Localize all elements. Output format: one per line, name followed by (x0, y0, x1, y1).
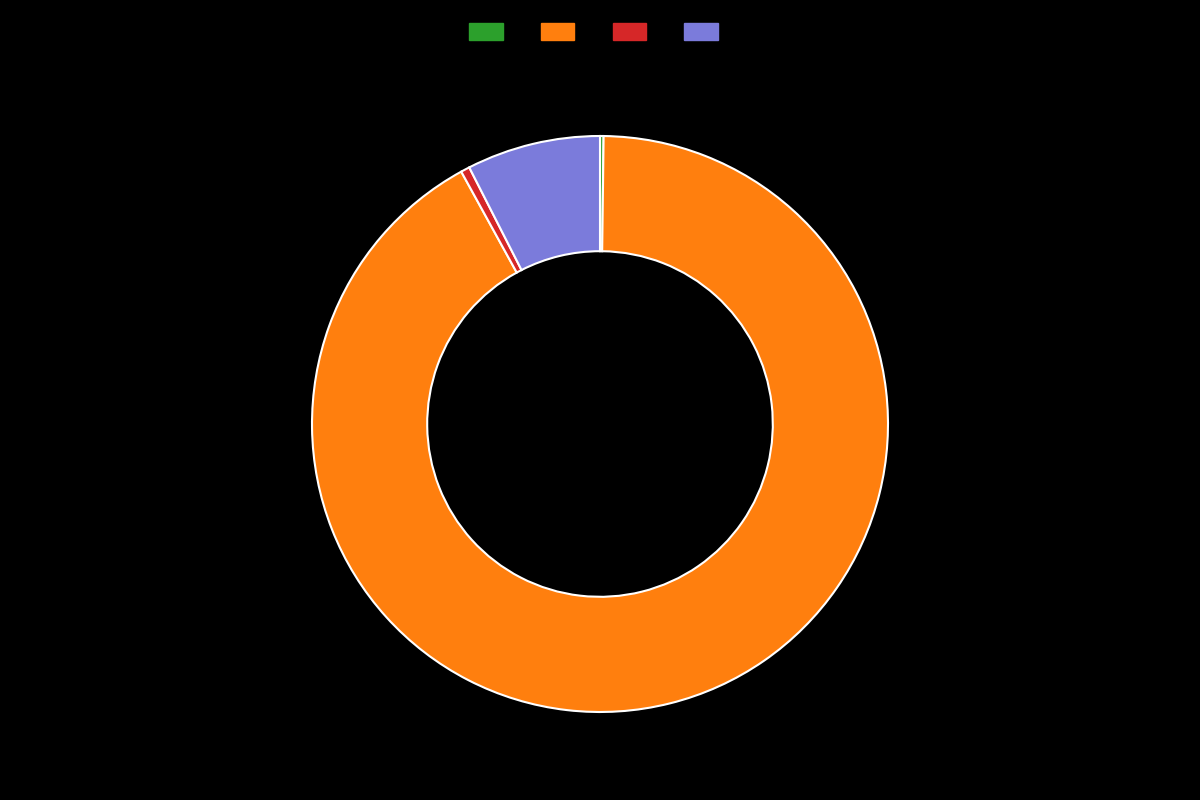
Wedge shape (461, 167, 522, 273)
Wedge shape (469, 136, 600, 270)
Wedge shape (312, 136, 888, 712)
Legend: , , , : , , , (461, 14, 739, 50)
Wedge shape (600, 136, 604, 251)
